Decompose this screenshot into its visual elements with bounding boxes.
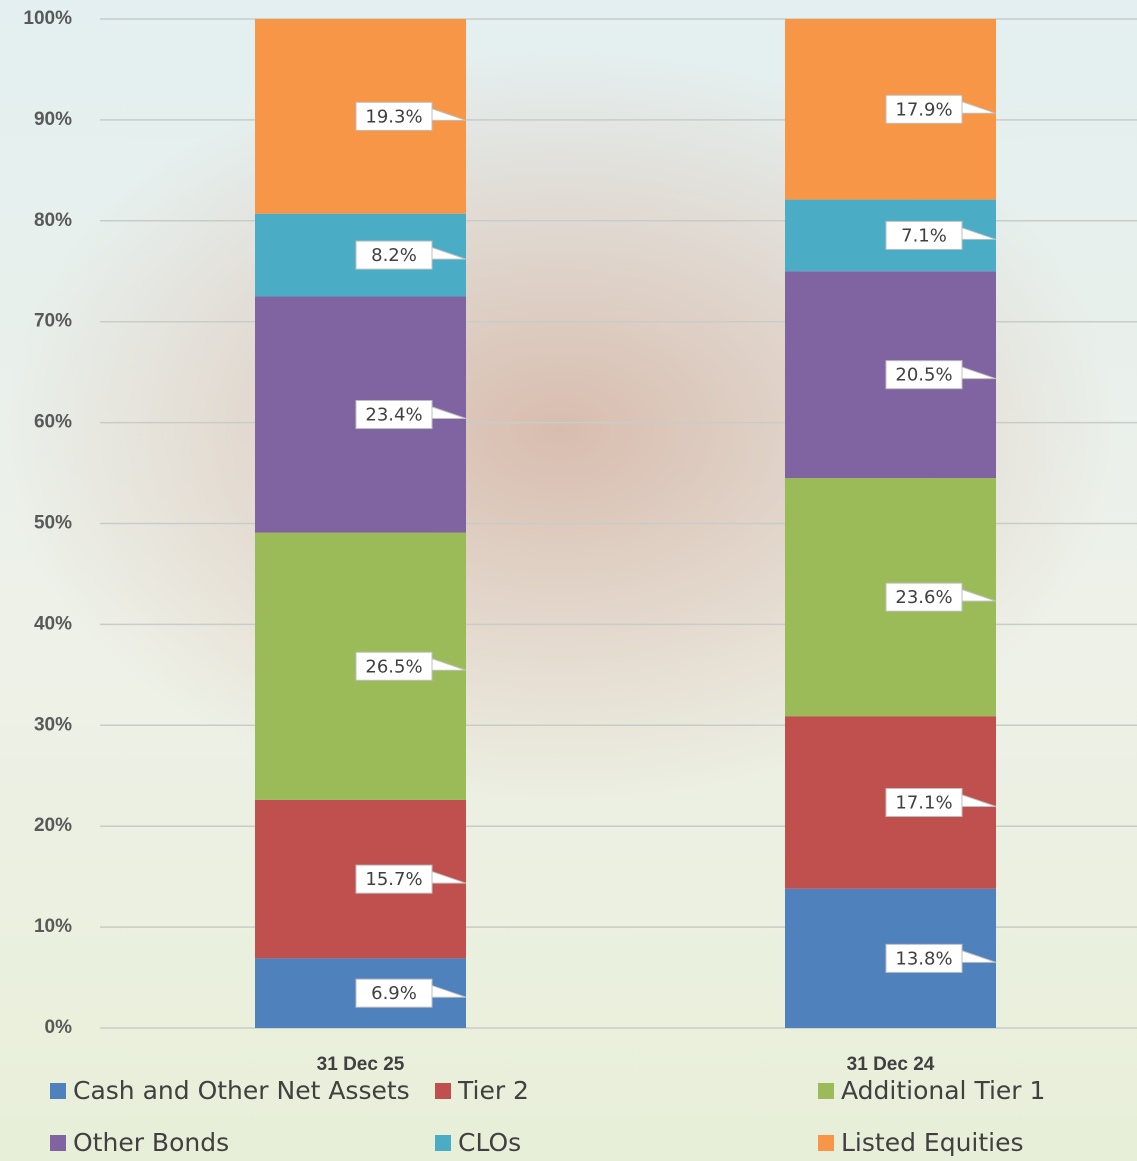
y-tick-label: 90% bbox=[34, 109, 72, 130]
y-tick-label: 0% bbox=[45, 1017, 73, 1038]
data-label: 13.8% bbox=[895, 948, 952, 969]
data-label: 8.2% bbox=[371, 245, 417, 266]
data-label: 15.7% bbox=[365, 869, 422, 890]
data-label: 7.1% bbox=[901, 225, 947, 246]
legend-swatch bbox=[435, 1135, 451, 1151]
legend-swatch bbox=[50, 1083, 66, 1099]
data-label: 23.6% bbox=[895, 587, 952, 608]
data-label: 6.9% bbox=[371, 983, 417, 1004]
y-tick-label: 80% bbox=[34, 210, 72, 231]
legend-label: Listed Equities bbox=[841, 1128, 1024, 1157]
legend-label: Tier 2 bbox=[457, 1076, 529, 1105]
chart: 0% 10% 20% 30% 40% 50% 60% 70% 80% 90% 100% 6.9% 15.… bbox=[0, 0, 1137, 1161]
y-tick-label: 10% bbox=[34, 916, 72, 937]
data-label: 19.3% bbox=[365, 106, 422, 127]
x-tick-label: 31 Dec 24 bbox=[847, 1054, 935, 1075]
y-tick-label: 70% bbox=[34, 311, 72, 332]
y-tick-label: 60% bbox=[34, 412, 72, 433]
legend-label: Other Bonds bbox=[73, 1128, 229, 1157]
legend-swatch bbox=[818, 1083, 834, 1099]
data-label: 26.5% bbox=[365, 656, 422, 677]
data-label: 17.1% bbox=[895, 792, 952, 813]
data-label: 17.9% bbox=[895, 99, 952, 120]
y-tick-label: 30% bbox=[34, 714, 72, 735]
data-label: 23.4% bbox=[365, 405, 422, 426]
legend-swatch bbox=[818, 1135, 834, 1151]
legend-label: CLOs bbox=[458, 1128, 521, 1157]
legend-swatch bbox=[435, 1083, 451, 1099]
y-tick-label: 100% bbox=[23, 8, 72, 29]
x-tick-label: 31 Dec 25 bbox=[317, 1054, 405, 1075]
data-label: 20.5% bbox=[895, 365, 952, 386]
legend-label: Cash and Other Net Assets bbox=[73, 1076, 410, 1105]
legend-swatch bbox=[50, 1135, 66, 1151]
legend-label: Additional Tier 1 bbox=[841, 1076, 1045, 1105]
y-tick-label: 20% bbox=[34, 815, 72, 836]
y-tick-label: 50% bbox=[34, 513, 72, 534]
y-tick-label: 40% bbox=[34, 613, 72, 634]
